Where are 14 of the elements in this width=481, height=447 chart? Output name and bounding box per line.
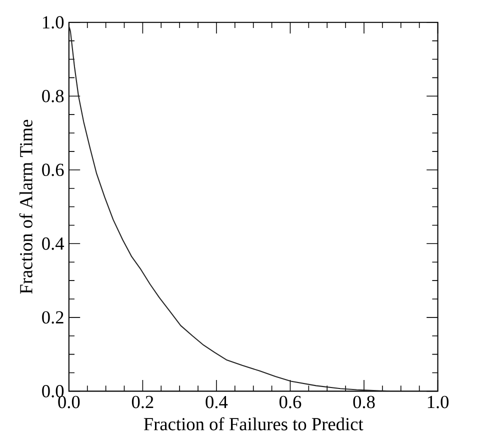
y-axis-title: Fraction of Alarm Time <box>19 120 32 294</box>
y-tick-label: 0.0 <box>42 384 64 398</box>
y-tick-label: 0.4 <box>42 237 64 250</box>
y-tick-label: 0.2 <box>42 311 64 324</box>
y-tick-label: 0.6 <box>42 164 64 176</box>
x-tick-label: 0.6 <box>279 396 302 408</box>
x-axis-title: Fraction of Failures to Predict <box>144 417 364 430</box>
x-tick-label: 1.0 <box>428 396 449 408</box>
x-tick-label: 0.2 <box>132 396 154 408</box>
y-tick-label: 1.0 <box>42 16 64 29</box>
y-tick-label: 0.8 <box>42 90 64 102</box>
x-tick-label: 0.4 <box>206 396 228 408</box>
x-tick-label: 0.8 <box>353 396 375 408</box>
x-tick-label: 0.0 <box>58 396 80 408</box>
